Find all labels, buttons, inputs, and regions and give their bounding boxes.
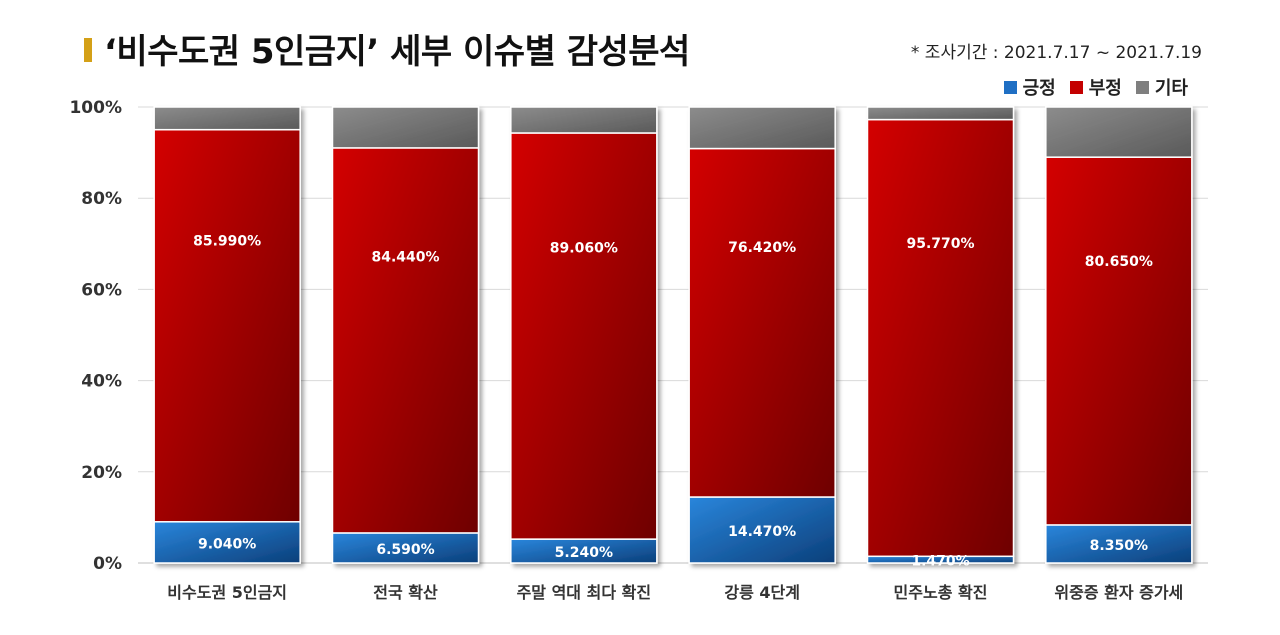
x-category-label: 민주노총 확진	[894, 583, 988, 602]
data-label-positive: 1.470%	[911, 554, 969, 570]
y-tick-label: 60%	[81, 280, 122, 300]
stacked-bar	[153, 106, 301, 564]
x-category-label: 비수도권 5인금지	[167, 583, 287, 602]
bar-segment-other	[688, 106, 836, 150]
data-label-positive: 5.240%	[555, 545, 613, 561]
bar-segment-negative	[1045, 156, 1193, 526]
legend-swatch-positive	[1003, 80, 1017, 94]
bar-segment-negative	[688, 147, 836, 498]
stacked-bar	[866, 106, 1015, 564]
bar-segment-other	[510, 106, 658, 134]
x-category-label: 강릉 4단계	[724, 583, 800, 602]
bar-segment-other	[1045, 106, 1193, 158]
x-category-label: 위중증 환자 증가세	[1054, 583, 1183, 602]
x-category-label: 주말 역대 최다 확진	[517, 583, 651, 602]
bar-segment-other	[866, 106, 1015, 121]
bar-segment-negative	[331, 147, 480, 534]
legend-swatch-other	[1135, 80, 1149, 94]
data-label-negative: 76.420%	[728, 240, 796, 256]
bar-segment-negative	[866, 118, 1015, 558]
legend-swatch-negative	[1069, 80, 1083, 94]
legend-item-other: 기타	[1135, 74, 1188, 100]
legend-item-negative: 부정	[1069, 74, 1122, 100]
data-label-negative: 89.060%	[550, 241, 618, 257]
stacked-bar	[1045, 106, 1193, 564]
legend-label-positive: 긍정	[1022, 78, 1056, 99]
data-label-negative: 80.650%	[1085, 254, 1153, 270]
data-label-negative: 95.770%	[906, 236, 974, 252]
stacked-bar	[510, 106, 658, 564]
bar-segment-positive	[688, 496, 836, 564]
title-accent-bar	[84, 38, 92, 62]
data-label-negative: 84.440%	[371, 250, 439, 266]
data-label-positive: 14.470%	[728, 524, 796, 540]
bar-segment-negative	[153, 128, 301, 523]
chart-legend: 긍정 부정 기타	[1003, 74, 1188, 100]
x-category-label: 전국 확산	[373, 583, 438, 602]
y-tick-label: 20%	[81, 463, 122, 483]
legend-item-positive: 긍정	[1003, 74, 1056, 100]
y-tick-label: 100%	[69, 98, 122, 118]
y-tick-label: 0%	[93, 554, 122, 574]
page-title: ‘비수도권 5인금지’ 세부 이슈별 감성분석	[104, 32, 690, 72]
data-label-positive: 8.350%	[1090, 538, 1148, 554]
legend-label-negative: 부정	[1088, 78, 1122, 99]
data-label-positive: 6.590%	[376, 542, 434, 558]
bar-segment-positive	[153, 521, 301, 564]
legend-label-other: 기타	[1154, 78, 1188, 99]
survey-period: * 조사기간 : 2021.7.17 ~ 2021.7.19	[910, 43, 1202, 63]
bar-segment-other	[153, 106, 301, 131]
bar-segment-positive	[1045, 524, 1193, 564]
y-tick-label: 80%	[81, 189, 122, 209]
stacked-bar	[688, 106, 836, 564]
data-label-positive: 9.040%	[198, 536, 256, 552]
bar-segment-negative	[510, 132, 658, 540]
stacked-bar	[331, 106, 480, 564]
y-tick-label: 40%	[81, 372, 122, 392]
bar-segment-other	[331, 106, 480, 149]
data-label-negative: 85.990%	[193, 233, 261, 249]
